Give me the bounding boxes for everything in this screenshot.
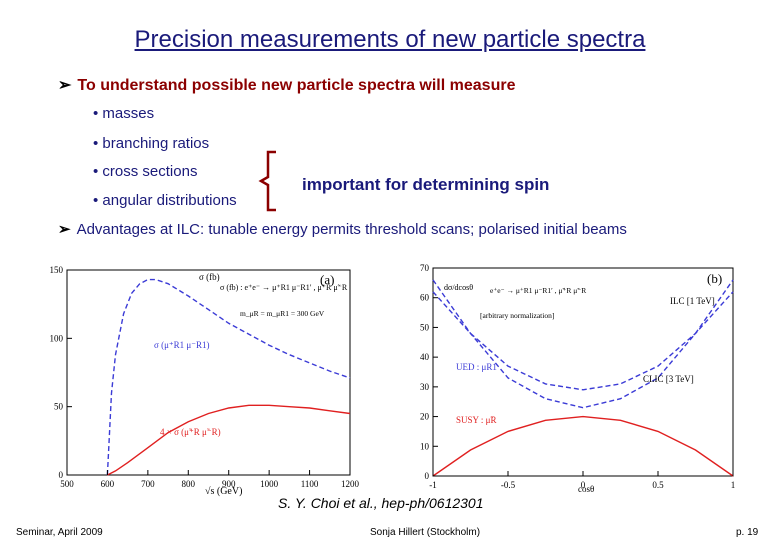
- bullet-advantages: ➢ Advantages at ILC: tunable energy permi…: [58, 220, 627, 238]
- x-tick-label: 0: [581, 480, 586, 490]
- chart-b-ylabel: dσ/dcosθ: [444, 283, 473, 292]
- chart-a-series-1: [107, 404, 351, 476]
- y-tick-label: 50: [54, 402, 64, 412]
- chart-b-xlabel: cosθ: [578, 484, 594, 493]
- y-tick-label: 70: [420, 263, 430, 273]
- chart-b-frame: [432, 267, 734, 477]
- sub-bullet-cross: • cross sections: [93, 163, 198, 180]
- bullet-main: ➢ To understand possible new particle spe…: [58, 75, 515, 95]
- chart-b-annotation-susy: SUSY : μ̃R: [456, 415, 497, 425]
- chart-a: 500 600 700 800 900 1000 1100 1200 0 50 100 150 (a)…: [50, 265, 360, 497]
- chart-b-annotation-clic: CLIC [3 TeV]: [643, 374, 694, 384]
- y-tick-label: 10: [420, 441, 430, 451]
- y-tick-label: 30: [420, 382, 430, 392]
- chart-b-annotation-ued: UED : μR1: [456, 362, 497, 372]
- chart-a-legend-mass: m_μR = m_μR1 = 300 GeV: [240, 309, 325, 318]
- x-tick-label: 900: [222, 479, 236, 489]
- y-tick-label: 40: [420, 352, 430, 362]
- y-tick-label: 150: [50, 265, 64, 275]
- chart-a-legend-process: σ (fb) : e⁺e⁻ → μ⁺R1 μ⁻R1′ , μ̃⁺R μ̃⁻R: [220, 283, 348, 292]
- chart-b-series-2: [432, 415, 734, 477]
- chart-a-label-blue: σ (μ⁺R1 μ⁻R1): [154, 340, 210, 350]
- x-tick-label: 1100: [301, 479, 319, 489]
- bullet-main-text: To understand possible new particle spec…: [77, 77, 516, 94]
- y-tick-label: 0: [425, 471, 430, 481]
- footer-center: Sonja Hillert (Stockholm): [370, 527, 481, 538]
- x-tick-label: 0.5: [652, 480, 664, 490]
- brace-icon: [258, 150, 276, 212]
- chart-a-frame: [66, 269, 351, 476]
- sub-bullet-angular: • angular distributions: [93, 192, 237, 209]
- chart-b-legend-process: e⁺e⁻ → μ⁺R1 μ⁻R1′ , μ̃⁺R μ̃⁻R: [490, 286, 586, 295]
- x-tick-label: 1: [731, 480, 736, 490]
- bullet-advantages-text: Advantages at ILC: tunable energy permit…: [76, 221, 627, 238]
- chart-b-series-1: [432, 279, 734, 409]
- chart-a-series-0: [106, 278, 351, 476]
- y-tick-label: 20: [420, 412, 430, 422]
- y-tick-label: 60: [420, 293, 430, 303]
- sub-bullet-branching: • branching ratios: [93, 135, 210, 152]
- chart-b-panel-label: (b): [707, 271, 722, 286]
- x-tick-label: 500: [60, 479, 74, 489]
- x-tick-label: 1200: [341, 479, 360, 489]
- chart-b-legend-norm: [arbitrary normalization]: [480, 311, 554, 320]
- arrow-bullet-icon: ➢: [58, 221, 71, 238]
- brace-label: important for determining spin: [302, 175, 550, 194]
- x-tick-label: -1: [429, 480, 437, 490]
- y-tick-label: 100: [50, 333, 64, 343]
- x-tick-label: 800: [182, 479, 196, 489]
- chart-a-ylabel: σ (fb): [199, 272, 220, 282]
- chart-b-series-0: [432, 291, 734, 391]
- chart-a-panel-label: (a): [320, 272, 334, 287]
- arrow-bullet-icon: ➢: [58, 77, 72, 94]
- footer-right: p. 19: [736, 527, 759, 538]
- chart-a-label-red: 4 × σ (μ̃⁺R μ̃⁻R): [160, 427, 221, 437]
- chart-a-xlabel: √s (GeV): [205, 486, 242, 497]
- chart-b-annotation-ilc: ILC [1 TeV]: [670, 296, 715, 306]
- footer-left: Seminar, April 2009: [16, 527, 103, 538]
- x-tick-label: 700: [141, 479, 155, 489]
- y-tick-label: 50: [420, 322, 430, 332]
- y-tick-label: 0: [59, 470, 64, 480]
- x-tick-label: 600: [101, 479, 115, 489]
- x-tick-label: -0.5: [501, 480, 516, 490]
- slide-title: Precision measurements of new particle s…: [134, 26, 646, 53]
- sub-bullet-masses: • masses: [93, 105, 155, 122]
- citation: S. Y. Choi et al., hep-ph/0612301: [278, 495, 484, 511]
- x-tick-label: 1000: [260, 479, 279, 489]
